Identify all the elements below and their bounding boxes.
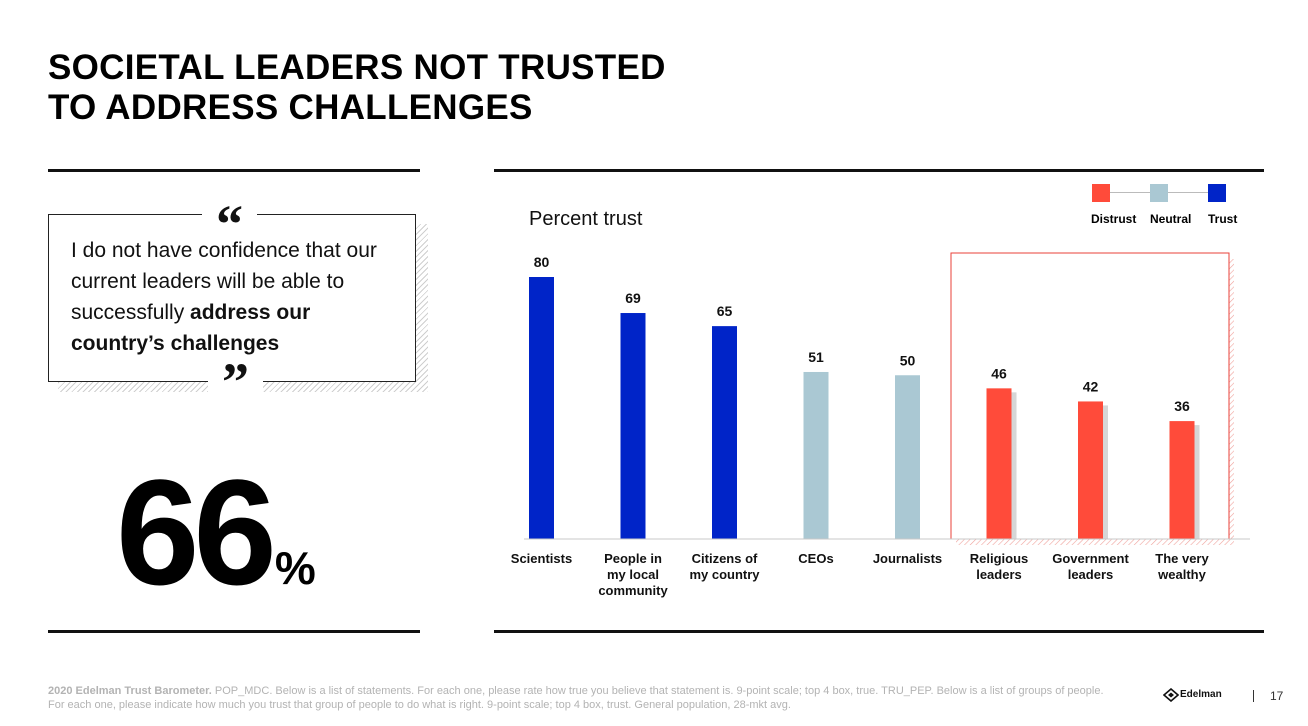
chart-legend: Distrust Neutral Trust	[1090, 184, 1250, 230]
bar-government-leaders	[1078, 401, 1103, 539]
quote-text-plain: I do not have confidence that our curren…	[71, 239, 377, 324]
value-label-journalists: 50	[900, 352, 916, 368]
quote-text-bold: address our country’s challenges	[71, 301, 311, 355]
edelman-logo-text: Edelman	[1180, 689, 1222, 700]
value-label-ceos: 51	[808, 349, 824, 365]
page-number: 17	[1270, 689, 1284, 703]
value-label-people-in-my-local-community: 69	[625, 290, 641, 306]
bar-people-in-my-local-community	[620, 313, 646, 539]
slide-title-line-1: SOCIETAL LEADERS NOT TRUSTED	[48, 48, 666, 87]
close-quote-icon: ”	[208, 355, 263, 409]
legend-label-neutral: Neutral	[1150, 212, 1192, 226]
right-top-rule	[494, 169, 1264, 172]
slide-title-line-2: TO ADDRESS CHALLENGES	[48, 88, 533, 127]
headline-stat-unit: %	[274, 542, 316, 594]
source-footnote-bold: 2020 Edelman Trust Barometer.	[48, 685, 212, 697]
headline-stat-value: 66	[116, 448, 277, 616]
left-bottom-rule	[48, 630, 420, 633]
footer-divider	[1253, 690, 1254, 702]
right-bottom-rule	[494, 630, 1264, 633]
legend-swatch-distrust	[1092, 184, 1110, 202]
quote-box: I do not have confidence that our curren…	[48, 214, 416, 382]
open-quote-icon: “	[202, 197, 257, 251]
bar-scientists	[529, 277, 554, 539]
legend-swatch-neutral	[1150, 184, 1168, 202]
value-label-the-very-wealthy: 36	[1174, 398, 1190, 414]
category-label-ceos: CEOs	[798, 551, 833, 566]
chart-title: Percent trust	[529, 208, 643, 230]
edelman-logo-icon	[1163, 688, 1179, 702]
value-label-scientists: 80	[534, 254, 550, 270]
bar-journalists	[895, 375, 920, 539]
quote-text: I do not have confidence that our curren…	[71, 235, 401, 359]
legend-label-trust: Trust	[1208, 212, 1238, 226]
value-label-citizens-of-my-country: 65	[717, 303, 733, 319]
category-label-journalists: Journalists	[873, 551, 942, 566]
category-label-people-in-my-local-community: People in my local community	[598, 551, 668, 598]
category-label-scientists: Scientists	[511, 551, 572, 566]
bar-chart: 80 Scientists 69 People in my local community…	[511, 252, 1250, 598]
category-label-government-leaders: Government leaders	[1052, 551, 1129, 582]
bar-ceos	[803, 371, 829, 539]
quote-callout: I do not have confidence that our curren…	[48, 197, 428, 409]
left-top-rule	[48, 169, 420, 172]
category-label-religious-leaders: Religious leaders	[970, 551, 1029, 582]
slide-title: SOCIETAL LEADERS NOT TRUSTED TO ADDRESS …	[48, 48, 666, 128]
value-label-government-leaders: 42	[1083, 378, 1099, 394]
legend-swatch-trust	[1208, 184, 1226, 202]
bar-the-very-wealthy	[1169, 421, 1195, 539]
edelman-logo: Edelman	[1163, 686, 1233, 706]
bar-citizens-of-my-country	[712, 326, 737, 539]
value-label-religious-leaders: 46	[991, 365, 1007, 381]
source-footnote: 2020 Edelman Trust Barometer. POP_MDC. B…	[48, 684, 1108, 712]
headline-stat: 66%	[116, 452, 316, 612]
bar-religious-leaders	[986, 388, 1012, 539]
source-footnote-text: POP_MDC. Below is a list of statements. …	[48, 685, 1104, 711]
legend-label-distrust: Distrust	[1091, 212, 1137, 226]
category-label-citizens-of-my-country: Citizens of my country	[689, 551, 760, 582]
category-label-the-very-wealthy: The very wealthy	[1155, 551, 1209, 582]
